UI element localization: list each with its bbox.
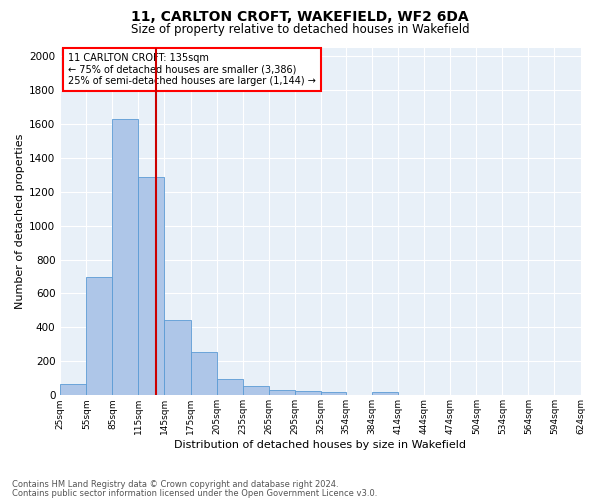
Text: 11 CARLTON CROFT: 135sqm
← 75% of detached houses are smaller (3,386)
25% of sem: 11 CARLTON CROFT: 135sqm ← 75% of detach… [68, 52, 316, 86]
Bar [372, 392, 398, 396]
Bar [242, 386, 269, 396]
Bar [60, 384, 86, 396]
Bar [217, 379, 242, 396]
X-axis label: Distribution of detached houses by size in Wakefield: Distribution of detached houses by size … [175, 440, 466, 450]
Text: Contains public sector information licensed under the Open Government Licence v3: Contains public sector information licen… [12, 488, 377, 498]
Bar [86, 276, 112, 396]
Text: Contains HM Land Registry data © Crown copyright and database right 2024.: Contains HM Land Registry data © Crown c… [12, 480, 338, 489]
Y-axis label: Number of detached properties: Number of detached properties [15, 134, 25, 309]
Bar [112, 119, 139, 396]
Bar [191, 352, 217, 396]
Bar [269, 390, 295, 396]
Bar [321, 392, 346, 396]
Bar [139, 178, 164, 396]
Text: 11, CARLTON CROFT, WAKEFIELD, WF2 6DA: 11, CARLTON CROFT, WAKEFIELD, WF2 6DA [131, 10, 469, 24]
Bar [164, 320, 191, 396]
Text: Size of property relative to detached houses in Wakefield: Size of property relative to detached ho… [131, 22, 469, 36]
Bar [295, 390, 321, 396]
